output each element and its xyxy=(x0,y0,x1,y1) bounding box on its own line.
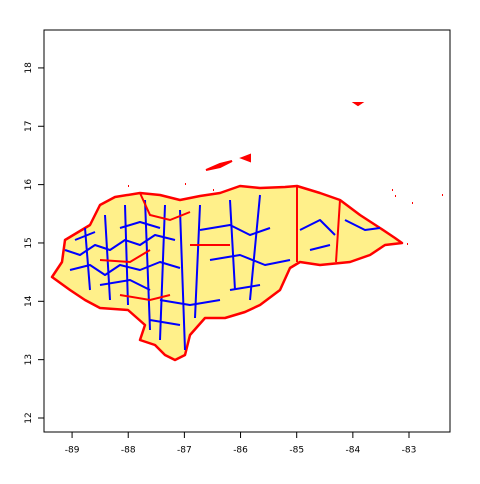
x-tick-label: -86 xyxy=(233,446,248,456)
y-tick-label: 12 xyxy=(24,412,34,423)
x-tick-label: -89 xyxy=(65,446,80,456)
axes: -89 -88 -87 -86 -85 -84 -83 12 13 14 15 16 17 18 xyxy=(24,62,416,456)
department-boundaries xyxy=(99,186,341,302)
y-tick-label: 17 xyxy=(24,121,34,132)
y-tick-label: 14 xyxy=(24,295,34,307)
islands xyxy=(128,102,443,245)
x-tick-label: -85 xyxy=(289,446,304,456)
y-tick-label: 13 xyxy=(24,354,34,365)
country-shape xyxy=(50,184,404,362)
x-tick-label: -88 xyxy=(121,446,136,456)
x-tick-label: -83 xyxy=(402,446,417,456)
y-tick-label: 18 xyxy=(24,62,34,74)
x-tick-label: -84 xyxy=(346,446,361,456)
plot-frame xyxy=(43,29,451,433)
municipal-boundaries xyxy=(64,194,381,351)
y-tick-label: 16 xyxy=(24,179,34,191)
x-tick-label: -87 xyxy=(177,446,192,456)
y-tick-label: 15 xyxy=(24,237,34,248)
country xyxy=(50,102,443,362)
